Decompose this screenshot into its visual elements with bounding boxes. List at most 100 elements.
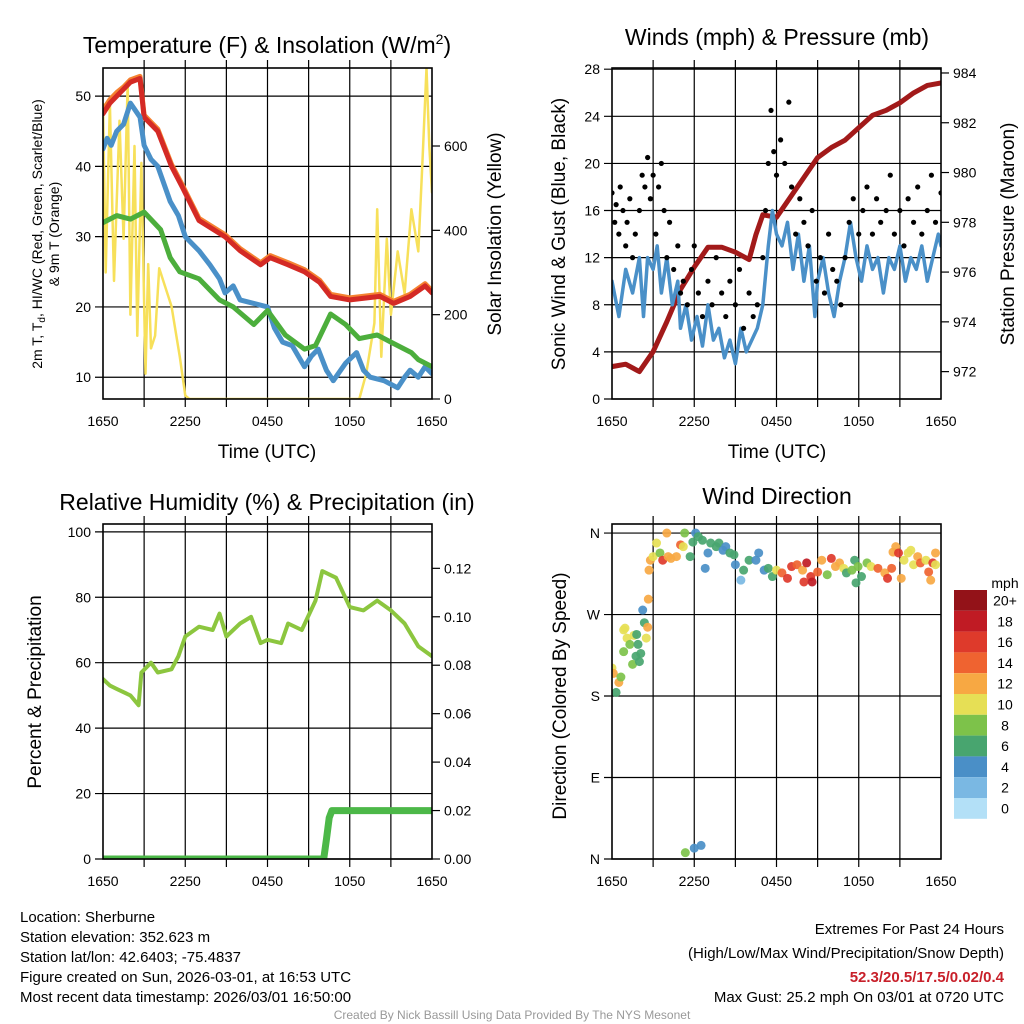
figure-created-text: Figure created on Sun, 2026-03-01, at 16… [20,969,351,986]
gust-point [627,196,633,202]
wind-direction-point [697,535,707,545]
gust-point [788,184,795,190]
series-line-2m-t [103,76,432,306]
right-y-tick-label: 976 [953,264,977,280]
gust-point [801,219,807,225]
wind-direction-point [696,840,706,850]
wind-direction-point [714,538,724,548]
colorbar-label: 16 [997,634,1013,650]
location-text: Location: Sherburne [20,909,155,926]
colorbar-label: 4 [1001,759,1009,775]
gust-point [901,243,907,249]
colorbar-label: 2 [1001,780,1009,796]
y-tick-label: 40 [75,158,91,174]
gust-point [661,207,667,214]
x-tick-label: 1050 [334,413,365,429]
wind-direction-point [628,659,638,669]
gust-point [680,278,686,284]
gust-point [647,196,653,202]
x-tick-label: 0450 [252,873,283,889]
gust-point [805,243,811,249]
x-tick-label: 2250 [170,413,201,429]
y-tick-label: 50 [75,88,91,104]
right-y-tick-label: 0.10 [444,609,471,625]
series-line-sonic-wind [612,208,941,366]
x-tick-label: 2250 [679,873,710,889]
gust-point [864,184,870,190]
insolation-y-axis-title: Solar Insolation (Yellow) [485,132,506,335]
gust-point [750,313,756,320]
x-tick-label: 1650 [416,413,447,429]
wind-direction-point [641,633,651,643]
gust-point [713,255,719,261]
gust-point [887,172,893,178]
series-line-relative-humidity [103,569,432,708]
gust-point [705,278,711,284]
gust-point [842,255,848,261]
wind-direction-point [887,563,897,573]
wind-direction-point [739,565,749,575]
gust-point [650,172,656,178]
gust-point [746,290,752,296]
gust-point [932,219,939,225]
y-tick-label: N [590,525,600,541]
gust-point [639,172,645,178]
right-y-tick-label: 0.04 [444,754,471,770]
gust-point [620,207,626,214]
gust-point [645,154,651,161]
wind-direction-point [730,560,740,570]
right-y-tick-label: 982 [953,115,977,131]
wind-direction-point [866,562,876,572]
series-line-station-pressure [612,80,941,375]
right-y-tick-label: 972 [953,364,977,380]
wind-direction-point [883,573,893,583]
temperature-panel: Temperature (F) & Insolation (W/m2) Time… [29,31,506,463]
x-tick-label: 1050 [334,873,365,889]
colorbar-swatch [954,735,987,757]
right-y-tick-label: 200 [444,307,468,323]
gust-point [727,278,733,284]
gust-point [632,231,638,237]
elevation-text: Station elevation: 352.623 m [20,929,210,946]
wind-direction-point [632,629,642,639]
x-tick-label: 1650 [925,413,956,429]
right-y-tick-label: 0.00 [444,851,471,867]
wind-direction-point [703,548,713,558]
gust-point [919,231,925,237]
wind-direction-point [782,573,792,583]
right-y-tick-label: 974 [953,314,977,330]
x-tick-label: 1650 [925,873,956,889]
y-tick-label: N [590,851,600,867]
gust-point [897,207,903,214]
extremes-values: 52.3/20.5/17.5/0.02/0.4 [850,969,1005,986]
wind-direction-point [931,560,941,570]
x-tick-label: 2250 [170,873,201,889]
gust-point [883,207,889,214]
colorbar-swatch [954,756,987,778]
colorbar-label: 0 [1001,801,1009,817]
gust-point [629,255,636,261]
gust-point [817,255,823,261]
x-tick-label: 2250 [679,413,710,429]
right-y-tick-label: 600 [444,138,468,154]
gust-point [850,196,856,202]
wind-direction-point [909,560,919,570]
wind-direction-point [612,687,621,697]
x-tick-label: 0450 [252,413,283,429]
wind-direction-point [802,558,812,568]
latlon-text: Station lat/lon: 42.6403; -75.4837 [20,949,241,966]
series-line-hi-wc [103,100,432,391]
wind-direction-point [906,545,916,555]
gust-point [878,219,884,225]
wind-direction-point [616,672,626,682]
right-y-tick-label: 984 [953,65,977,81]
gust-point [856,231,862,237]
gust-point [671,266,677,273]
gust-point [623,243,629,249]
gust-point [732,302,738,308]
wind-direction-point [856,572,866,582]
wind-direction-point [751,555,761,565]
wind-direction-point [736,575,746,585]
wind-direction-point [619,647,629,657]
